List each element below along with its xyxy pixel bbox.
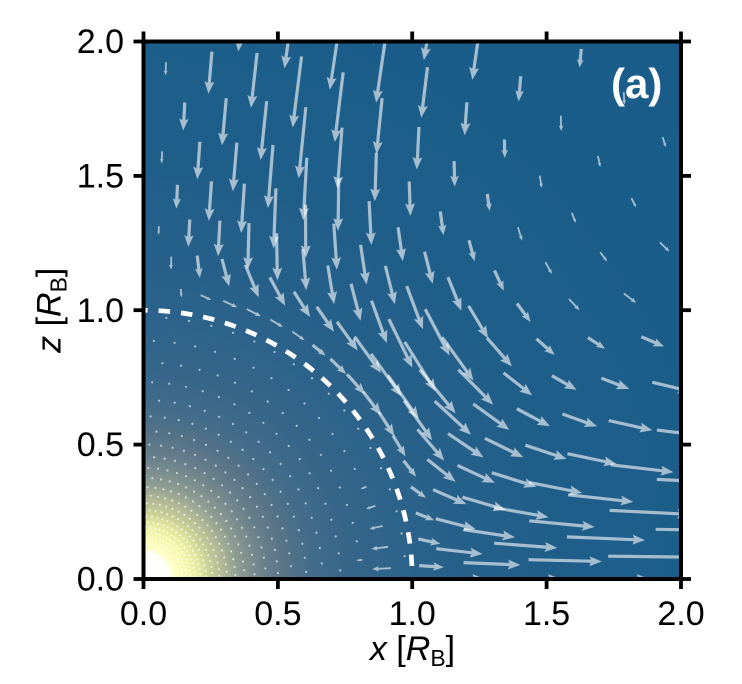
svg-text:0.0: 0.0 [120, 595, 167, 633]
svg-text:1.0: 1.0 [77, 292, 124, 330]
svg-text:(a): (a) [611, 60, 662, 107]
svg-text:z [RB]: z [RB] [31, 268, 72, 354]
svg-text:1.5: 1.5 [77, 157, 124, 195]
svg-text:2.0: 2.0 [657, 595, 704, 633]
svg-text:x [RB]: x [RB] [368, 630, 455, 671]
svg-text:1.0: 1.0 [389, 595, 436, 633]
svg-text:0.5: 0.5 [77, 426, 124, 464]
svg-text:0.5: 0.5 [254, 595, 301, 633]
svg-text:0.0: 0.0 [77, 561, 124, 599]
svg-text:2.0: 2.0 [77, 23, 124, 61]
svg-text:1.5: 1.5 [523, 595, 570, 633]
